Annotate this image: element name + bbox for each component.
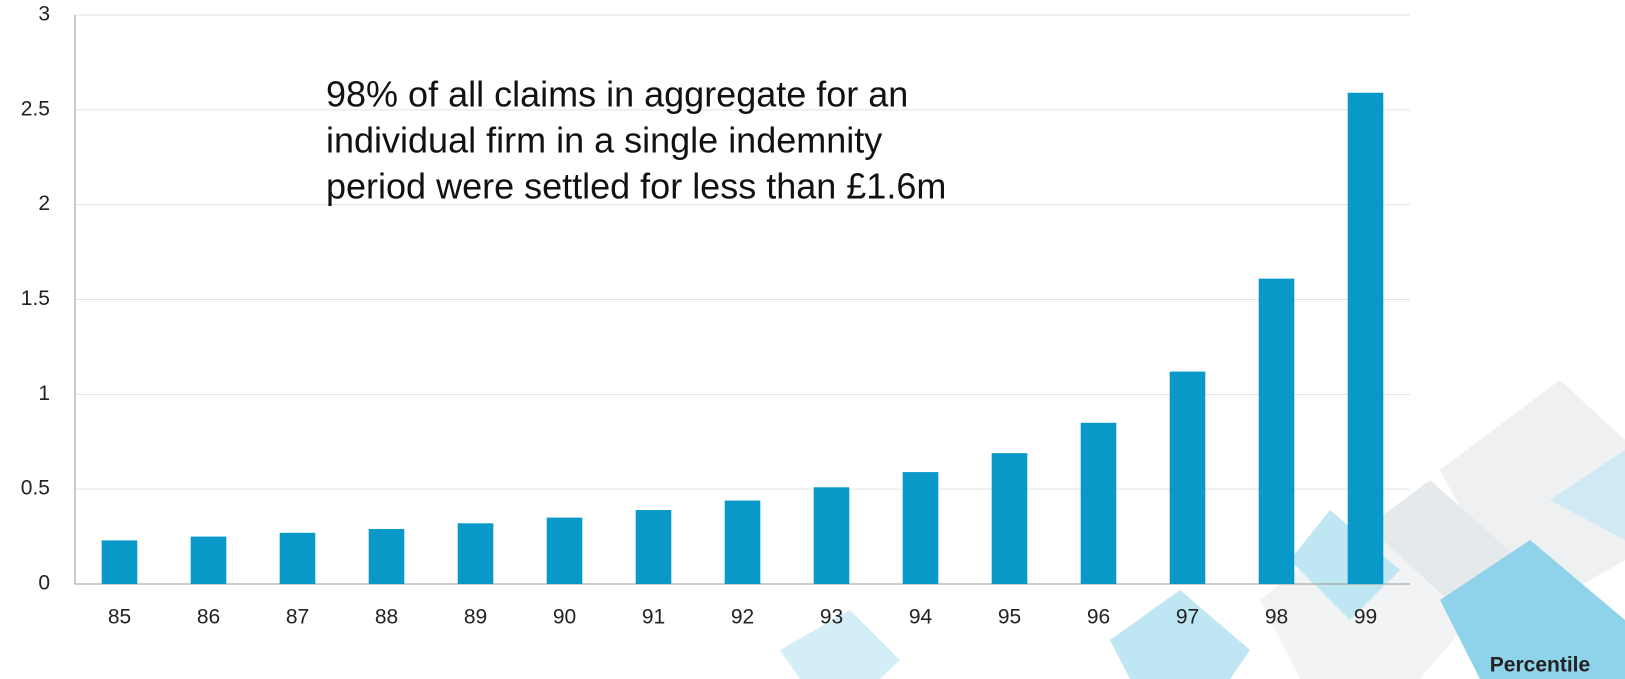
bar — [725, 501, 761, 584]
x-tick-label: 87 — [286, 606, 309, 629]
x-tick-label: 96 — [1087, 606, 1110, 629]
bar — [102, 540, 138, 584]
bar — [636, 510, 672, 584]
x-tick-label: 98 — [1265, 606, 1288, 629]
bar — [1081, 423, 1117, 584]
bar — [903, 472, 939, 584]
y-tick-label: 2 — [38, 192, 50, 215]
x-tick-label: 90 — [553, 606, 576, 629]
y-tick-label: 0.5 — [21, 477, 50, 500]
bar — [458, 523, 494, 584]
x-tick-label: 86 — [197, 606, 220, 629]
x-tick-label: 92 — [731, 606, 754, 629]
bar — [547, 518, 583, 584]
bar — [1170, 372, 1206, 584]
bar — [992, 453, 1028, 584]
chart: Percentile 0 0.5 1 1.5 2 2.5 3 85 86 87 88 89 90 91 92… — [0, 0, 1625, 679]
y-tick-label: 3 — [38, 3, 50, 26]
x-tick-label: 91 — [642, 606, 665, 629]
x-tick-label: 99 — [1354, 606, 1377, 629]
x-tick-label: 94 — [909, 606, 933, 629]
y-tick-label: 2.5 — [21, 97, 50, 120]
x-tick-label: 89 — [464, 606, 487, 629]
bar — [191, 537, 227, 584]
bar — [1259, 279, 1295, 584]
x-tick-label: 95 — [998, 606, 1021, 629]
annotation: individual firm in a single indemnity — [326, 120, 882, 161]
y-tick-label: 1 — [38, 382, 50, 405]
y-tick-label: 0 — [38, 572, 50, 595]
bar — [1348, 93, 1384, 584]
page: {"chart_data": {"type": "bar", "annotati… — [0, 0, 1625, 679]
bar — [280, 533, 316, 584]
annotation: period were settled for less than £1.6m — [326, 166, 946, 207]
annotation: 98% of all claims in aggregate for an — [326, 74, 908, 115]
y-tick-label: 1.5 — [21, 287, 50, 310]
bar — [369, 529, 405, 584]
x-tick-label: 85 — [108, 606, 131, 629]
x-tick-label: 97 — [1176, 606, 1199, 629]
x-axis-label: Percentile — [1490, 654, 1590, 677]
x-tick-label: 93 — [820, 606, 843, 629]
bar — [814, 487, 850, 584]
x-tick-label: 88 — [375, 606, 398, 629]
